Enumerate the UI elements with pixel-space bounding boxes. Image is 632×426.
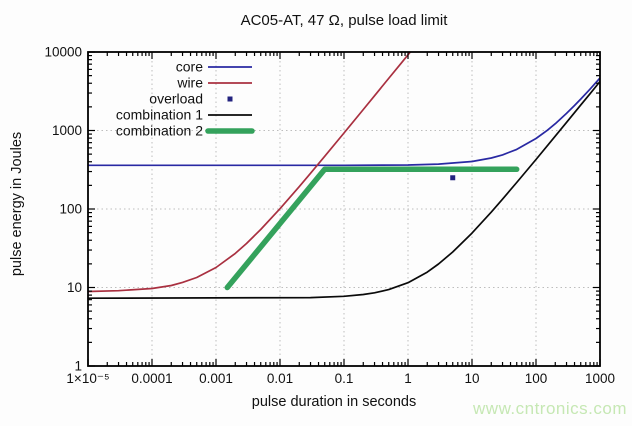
- y-tick-label: 100: [59, 202, 82, 217]
- chart-title: AC05-AT, 47 Ω, pulse load limit: [240, 12, 448, 29]
- y-tick-label: 10000: [44, 45, 82, 60]
- series-combination-1-line: [87, 80, 601, 300]
- series-core-line: [88, 77, 601, 167]
- legend-marker-overload: [227, 96, 233, 102]
- x-tick-label: 0.1: [335, 371, 354, 386]
- x-tick-label: 0.01: [267, 371, 293, 386]
- legend-label: wire: [176, 75, 203, 91]
- x-tick-label: 100: [525, 371, 548, 386]
- x-axis-label: pulse duration in seconds: [251, 394, 417, 410]
- legend-label: overload: [149, 91, 203, 107]
- series-overload-marker: [450, 175, 456, 181]
- series-group: [87, 51, 601, 300]
- watermark-text: www.cntronics.com: [473, 399, 627, 418]
- series-combination-2-line: [224, 166, 520, 291]
- x-tick-label: 1: [404, 371, 412, 386]
- legend-label: core: [176, 59, 203, 75]
- grid: [88, 52, 600, 366]
- y-tick-label: 10: [67, 280, 82, 295]
- series-wire-line: [87, 51, 411, 293]
- legend-label: combination 1: [116, 107, 203, 123]
- x-tick-label: 10: [464, 371, 479, 386]
- x-tick-label: 0.0001: [131, 371, 172, 386]
- x-tick-label: 1×10⁻⁵: [66, 371, 109, 386]
- y-tick-label: 1: [74, 359, 82, 374]
- legend-label: combination 2: [116, 123, 203, 139]
- x-tick-label: 0.001: [199, 371, 233, 386]
- y-axis-label: pulse energy in Joules: [9, 131, 25, 277]
- tick-labels: 1×10⁻⁵ 0.0001 0.001 0.01 0.1 1 10 100 1000 1 10 100…: [44, 45, 615, 387]
- axis-ticks: [87, 51, 601, 367]
- x-tick-label: 1000: [585, 371, 615, 386]
- y-tick-label: 1000: [52, 123, 82, 138]
